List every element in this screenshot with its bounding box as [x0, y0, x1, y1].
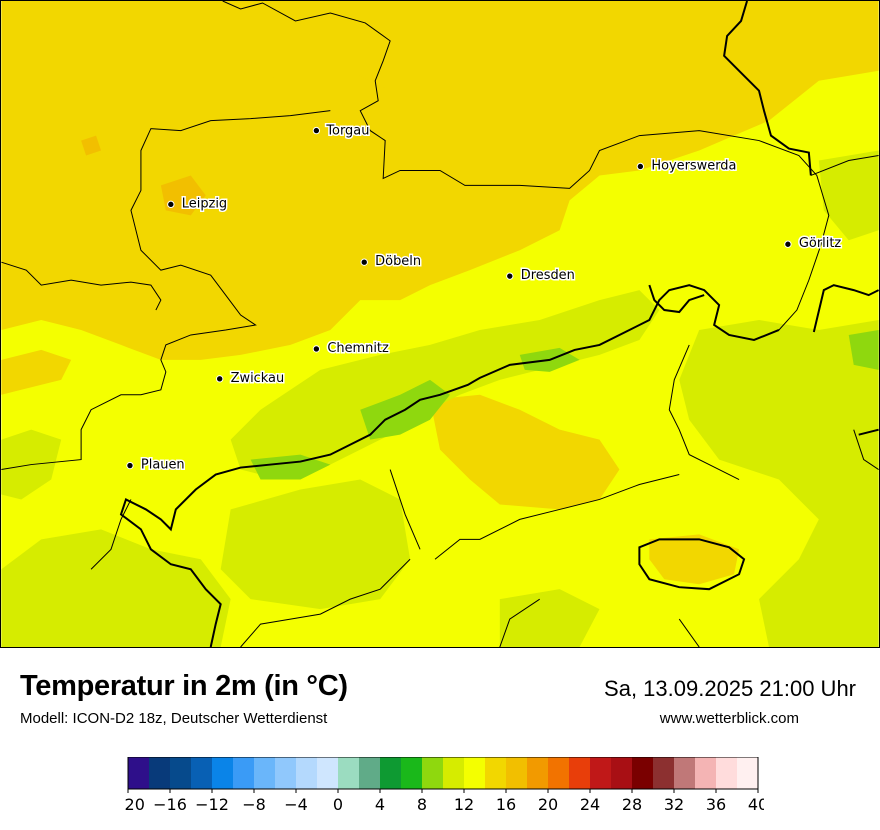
city-marker [126, 461, 134, 470]
city-label: Görlitz [799, 236, 842, 251]
legend-swatch [632, 757, 654, 789]
legend-swatch [296, 757, 318, 789]
city-marker [167, 200, 175, 209]
city-label: Dresden [521, 268, 575, 283]
city-goerlitz: Görlitz [784, 235, 843, 253]
city-doebeln: Döbeln [360, 253, 423, 271]
temperature-map: Torgau Hoyerswerda Leipzig Görlitz Döbel… [0, 0, 880, 648]
city-marker [784, 240, 792, 248]
legend-swatch [590, 757, 612, 789]
legend-swatch [401, 757, 423, 789]
legend-tick-label: 32 [664, 795, 684, 814]
legend-tick-label: 12 [454, 795, 474, 814]
legend-tick-label: 0 [333, 795, 343, 814]
city-marker [506, 272, 514, 280]
legend-swatch [569, 757, 591, 789]
legend-tick-label: −4 [284, 795, 308, 814]
legend-swatch [485, 757, 507, 789]
city-chemnitz: Chemnitz [312, 339, 391, 357]
legend-canvas: −20 −16 −12 −8 −4 0 4 8 12 16 20 24 28 32 36 40 [124, 757, 764, 814]
cities-layer: Torgau Hoyerswerda Leipzig Görlitz Döbel… [126, 122, 843, 474]
legend-tick-label: −12 [195, 795, 229, 814]
legend-swatch [737, 757, 759, 789]
city-leipzig: Leipzig [167, 195, 229, 213]
legend-swatch [338, 757, 360, 789]
legend-tick-label: −16 [153, 795, 187, 814]
city-zwickau: Zwickau [215, 369, 286, 387]
map-title: Temperatur in 2m (in °C) [20, 670, 348, 702]
legend-tick-label: −20 [124, 795, 145, 814]
state-borders [1, 1, 879, 647]
city-hoyerswerda: Hoyerswerda [636, 157, 738, 175]
legend-tick-label: 16 [496, 795, 516, 814]
city-marker [636, 162, 645, 171]
legend-swatch [422, 757, 444, 789]
city-label: Döbeln [375, 254, 421, 269]
website-link[interactable]: www.wetterblick.com [659, 710, 799, 727]
city-marker [215, 375, 224, 383]
forecast-datetime: Sa, 13.09.2025 21:00 Uhr [604, 676, 856, 701]
legend-tick-label: 8 [417, 795, 427, 814]
legend-swatch [653, 757, 675, 789]
city-label: Plauen [141, 458, 185, 473]
legend-swatch [548, 757, 570, 789]
legend-swatch [464, 757, 486, 789]
legend-swatch [674, 757, 696, 789]
city-label: Zwickau [231, 371, 285, 386]
city-label: Torgau [325, 124, 369, 139]
legend-swatch [170, 757, 192, 789]
color-scale-legend: −20 −16 −12 −8 −4 0 4 8 12 16 20 24 28 32 36 40 [124, 757, 764, 814]
legend-swatch [191, 757, 213, 789]
legend-swatch [716, 757, 738, 789]
city-marker [312, 126, 321, 135]
legend-tick-label: 20 [538, 795, 558, 814]
legend-swatch [380, 757, 402, 789]
legend-swatch [254, 757, 276, 789]
legend-swatch [359, 757, 381, 789]
legend-swatch [233, 757, 255, 789]
legend-swatch [317, 757, 339, 789]
city-dresden: Dresden [506, 267, 576, 285]
city-marker [360, 258, 368, 266]
legend-frame [127, 757, 759, 790]
model-subtitle: Modell: ICON-D2 18z, Deutscher Wetterdie… [20, 710, 328, 727]
legend-tick-label: 28 [622, 795, 642, 814]
cool-zone [1, 150, 879, 647]
legend-tick-label: 4 [375, 795, 385, 814]
legend-swatch [695, 757, 717, 789]
legend-tick-label: 24 [580, 795, 600, 814]
national-border [119, 1, 879, 647]
legend-swatch [527, 757, 549, 789]
legend-swatch [443, 757, 465, 789]
legend-tick-label: 40 [748, 795, 764, 814]
city-torgau: Torgau [312, 122, 371, 140]
warm-zone [1, 1, 879, 585]
city-label: Chemnitz [327, 341, 389, 356]
legend-swatch [506, 757, 528, 789]
legend-tick-label: 36 [706, 795, 726, 814]
legend-swatch [212, 757, 234, 789]
city-plauen: Plauen [126, 456, 186, 474]
city-marker [312, 345, 321, 353]
city-label: Leipzig [182, 196, 227, 211]
legend-swatch [149, 757, 171, 789]
legend-swatch [128, 757, 150, 789]
map-canvas: Torgau Hoyerswerda Leipzig Görlitz Döbel… [1, 1, 879, 647]
legend-swatch [611, 757, 633, 789]
legend-swatch [275, 757, 297, 789]
legend-tick-label: −8 [242, 795, 266, 814]
city-label: Hoyerswerda [651, 158, 736, 173]
